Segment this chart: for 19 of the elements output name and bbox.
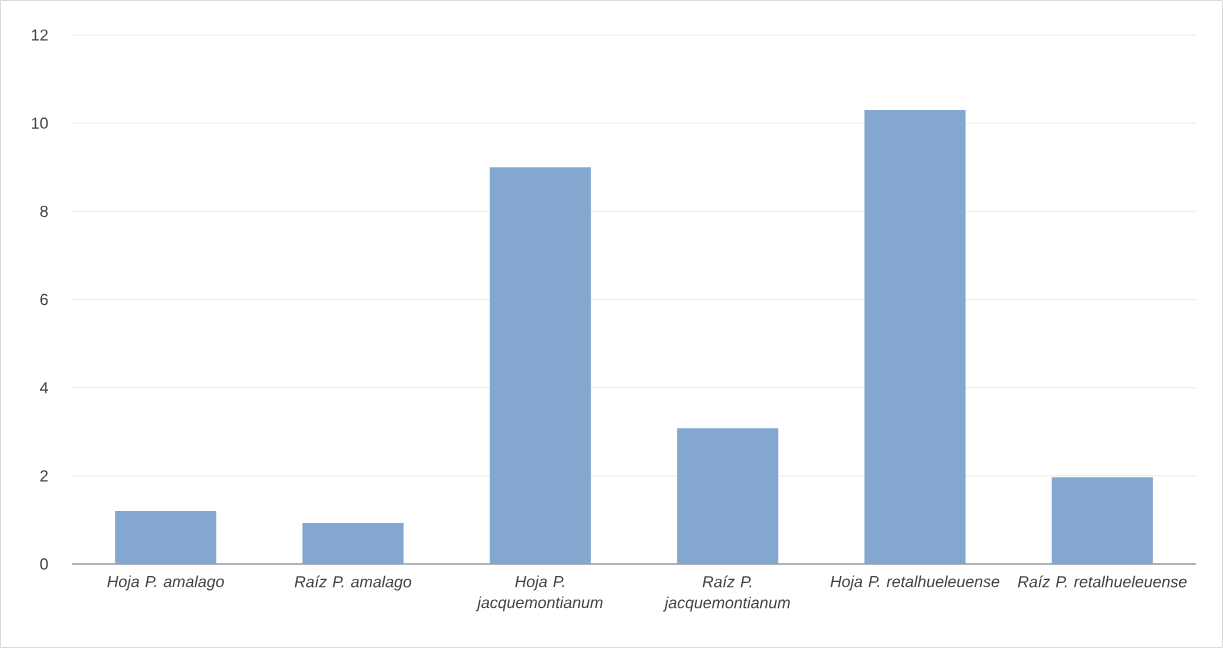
x-tick-label: Hoja P. retalhueleuense xyxy=(830,575,1000,591)
bar xyxy=(1051,477,1153,564)
y-tick-label: 0 xyxy=(40,558,48,570)
bar xyxy=(677,428,779,564)
bar xyxy=(864,109,966,564)
y-tick-label: 6 xyxy=(40,293,48,306)
y-tick-label: 2 xyxy=(40,470,48,482)
bar xyxy=(115,511,217,564)
y-tick-label: 8 xyxy=(40,205,48,217)
x-tick-label: Hoja P. amalago xyxy=(107,575,224,591)
x-tick-label: Hoja P. jacquemontianum xyxy=(475,575,603,612)
y-tick-label: 10 xyxy=(31,117,48,129)
x-tick-label: Raíz P. retalhueleuense xyxy=(1017,575,1187,588)
x-tick-label: Raíz P. amalago xyxy=(294,575,412,591)
x-tick-label: Raíz P. jacquemontianum xyxy=(662,575,790,612)
y-tick-label: 4 xyxy=(39,382,49,394)
bar xyxy=(302,523,404,564)
y-tick-label: 12 xyxy=(31,29,48,41)
bar xyxy=(489,167,591,564)
